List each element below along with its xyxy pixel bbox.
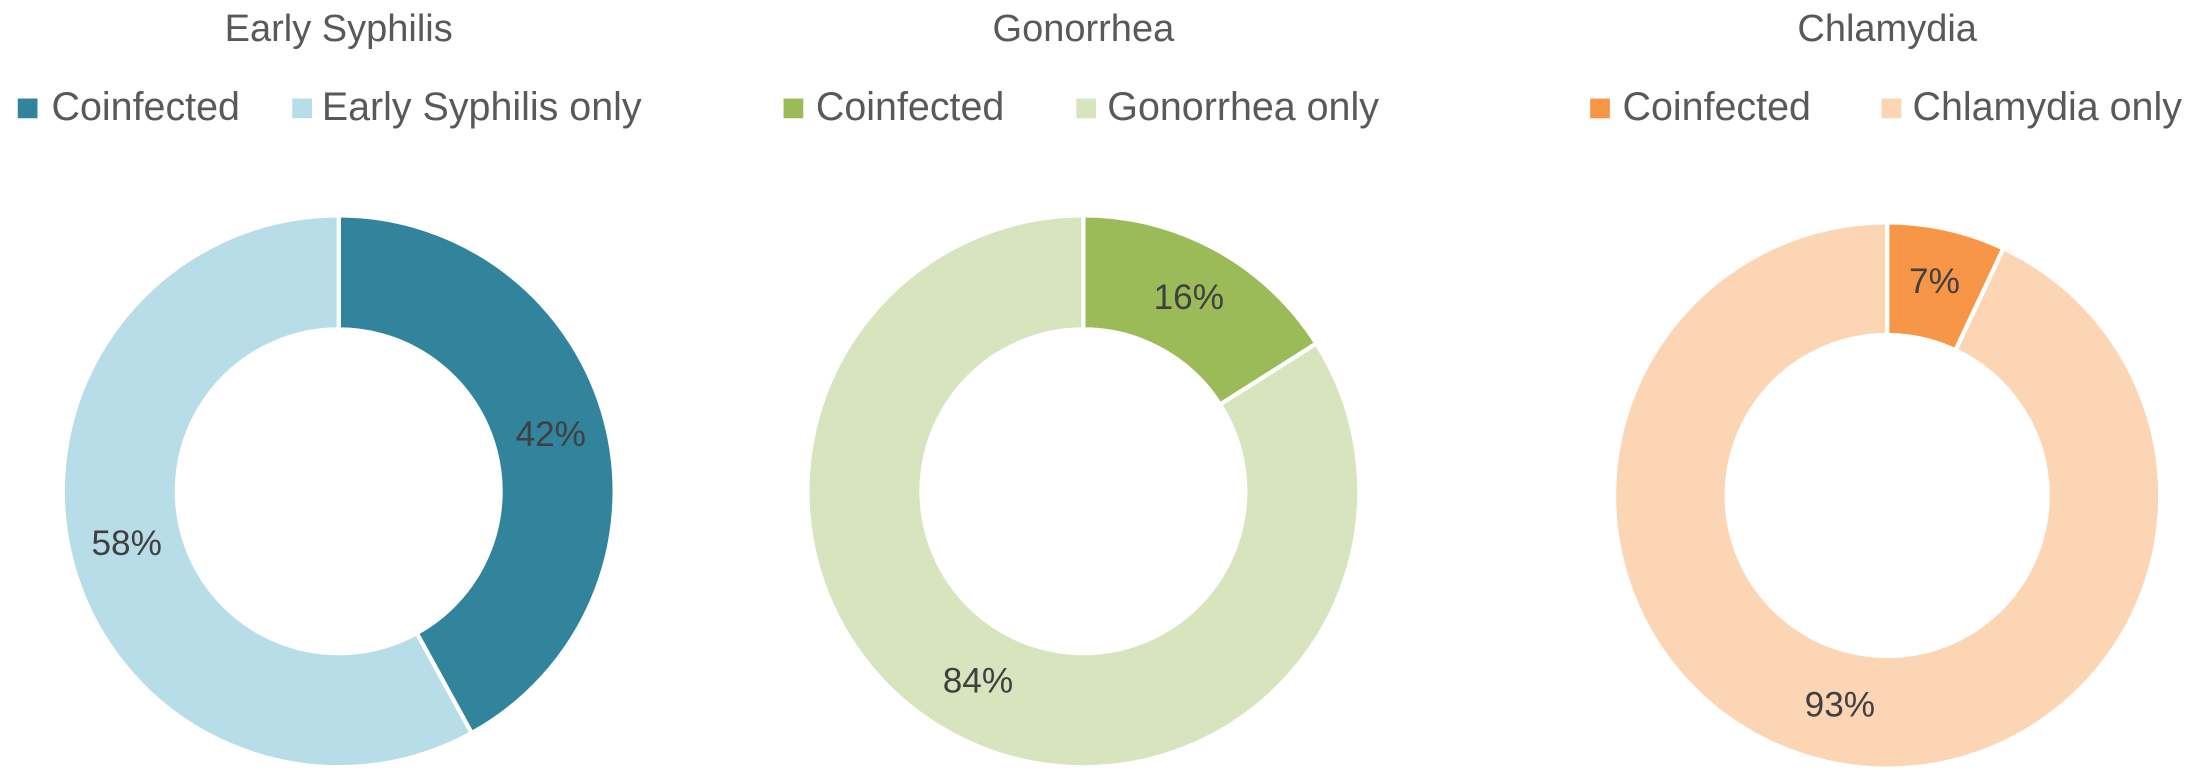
chart-title: Gonorrhea <box>993 8 1176 50</box>
data-label: 93% <box>1805 685 1875 724</box>
legend-label: Early Syphilis only <box>322 85 642 129</box>
chart-title: Early Syphilis <box>225 8 453 50</box>
data-label: 16% <box>1154 278 1224 317</box>
data-label: 58% <box>91 524 161 563</box>
legend-swatch <box>292 98 312 119</box>
legend-label: Chlamydia only <box>1913 85 2183 129</box>
donut-slice <box>60 213 475 770</box>
data-label: 42% <box>516 415 586 454</box>
legend-label: Coinfected <box>1623 85 1811 129</box>
donut-slice <box>336 213 617 736</box>
donut-slice <box>805 213 1362 770</box>
data-label: 84% <box>943 661 1013 700</box>
legend-swatch <box>1881 98 1902 119</box>
legend-label: Coinfected <box>52 85 240 129</box>
donut-slice <box>1611 220 2163 770</box>
legend-swatch <box>783 98 804 119</box>
data-label: 7% <box>1909 262 1960 301</box>
chart-title: Chlamydia <box>1797 8 1977 50</box>
legend-label: Coinfected <box>816 85 1004 129</box>
legend-label: Gonorrhea only <box>1107 85 1379 129</box>
legend-swatch <box>1590 98 1610 119</box>
legend-swatch <box>1076 98 1097 119</box>
legend-swatch <box>17 98 38 119</box>
donut-slice <box>1081 213 1320 408</box>
